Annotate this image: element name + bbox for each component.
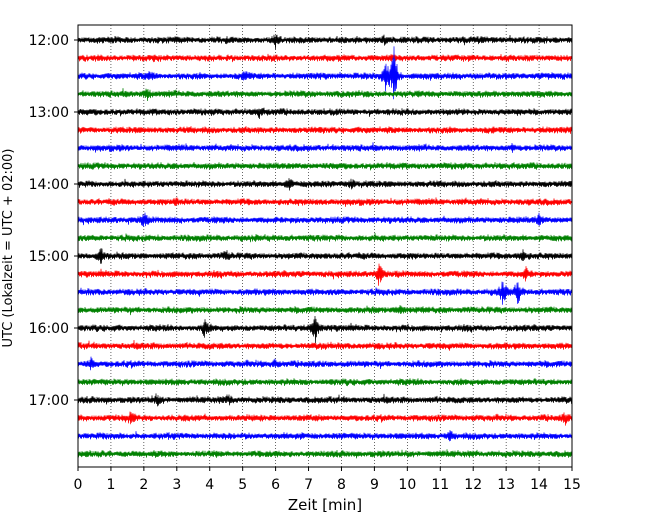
seismic-trace (77, 449, 573, 459)
x-tick-label: 11 (431, 477, 449, 493)
seismic-trace (77, 53, 573, 63)
trace-group (77, 34, 573, 459)
seismic-trace (77, 178, 573, 191)
x-tick-label: 3 (172, 477, 181, 493)
seismic-trace (77, 305, 573, 316)
x-tick-label: 7 (304, 477, 313, 493)
seismic-trace (77, 161, 573, 171)
seismic-trace (77, 212, 573, 227)
seismic-trace (77, 232, 573, 243)
seismic-trace (77, 263, 573, 286)
x-tick-label: 9 (370, 477, 379, 493)
x-tick-label: 13 (497, 477, 515, 493)
y-tick-label: 15:00 (29, 249, 69, 265)
seismic-trace (77, 142, 573, 153)
seismic-trace (77, 281, 573, 305)
plot-frame (77, 24, 573, 468)
y-tick-label: 13:00 (29, 105, 69, 121)
x-tick-label: 12 (464, 477, 482, 493)
seismic-trace (77, 248, 573, 264)
x-tick-label: 4 (205, 477, 214, 493)
x-tick-label: 15 (563, 477, 581, 493)
x-axis-label: Zeit [min] (288, 496, 362, 514)
y-tick-label: 16:00 (29, 321, 69, 337)
y-axis-label: UTC (Lokalzeit = UTC + 02:00) (1, 149, 16, 348)
x-tick-label: 6 (271, 477, 280, 493)
y-tick-label: 14:00 (29, 177, 69, 193)
x-tick-label: 5 (238, 477, 247, 493)
x-tick-label: 14 (530, 477, 548, 493)
y-axis-ticks: 12:00 13:00 14:00 15:00 16:00 17:00 (29, 33, 78, 409)
seismic-trace (77, 34, 573, 50)
x-tick-label: 8 (337, 477, 346, 493)
seismic-trace (77, 378, 573, 387)
seismic-trace (77, 356, 573, 371)
y-tick-label: 17:00 (29, 393, 69, 409)
x-tick-label: 10 (398, 477, 416, 493)
seismic-trace (77, 339, 573, 351)
seismic-trace (77, 88, 573, 102)
seismic-trace (77, 393, 573, 407)
seismic-trace (77, 126, 573, 135)
y-tick-label: 12:00 (29, 33, 69, 49)
x-tick-label: 1 (106, 477, 115, 493)
seismic-trace (77, 411, 573, 426)
seismic-trace (77, 315, 573, 344)
seismic-trace (77, 197, 573, 207)
seismic-trace (77, 107, 573, 120)
x-tick-label: 0 (74, 477, 83, 493)
x-tick-label: 2 (139, 477, 148, 493)
seismic-trace (77, 430, 573, 442)
seismic-trace (77, 46, 573, 100)
x-axis-ticks: 0 1 2 3 4 5 6 7 8 9 10 11 12 13 14 15 (74, 467, 581, 493)
